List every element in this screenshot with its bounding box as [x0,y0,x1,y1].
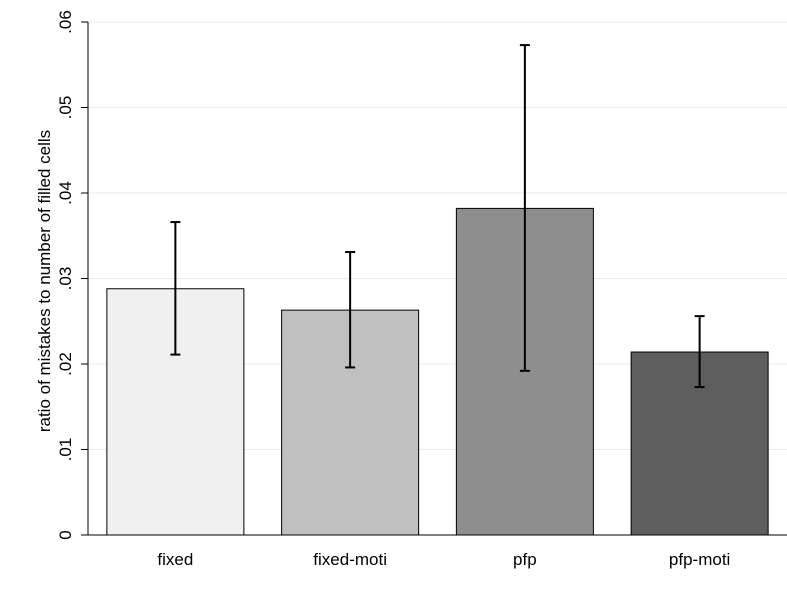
y-axis-label: ratio of mistakes to number of filled ce… [35,130,54,432]
x-tick-label: fixed [157,550,193,569]
y-tick-label: .05 [56,96,75,120]
y-tick-label: .06 [56,10,75,34]
axes [81,21,787,536]
x-tick-label: pfp [513,550,537,569]
y-tick-labels: 0 .01 .02 .03 .04 .05 .06 [56,10,75,540]
y-tick-label: .01 [56,438,75,462]
bars [106,207,769,536]
y-tick-label: .04 [56,181,75,205]
y-tick-label: .03 [56,267,75,291]
error-bars [170,44,705,389]
x-tick-label: fixed-moti [313,550,387,569]
x-tick-labels: fixed fixed-moti pfp pfp-moti [157,550,730,569]
x-tick-label: pfp-moti [669,550,730,569]
y-tick-label: .02 [56,352,75,376]
y-tick-label: 0 [56,530,75,539]
